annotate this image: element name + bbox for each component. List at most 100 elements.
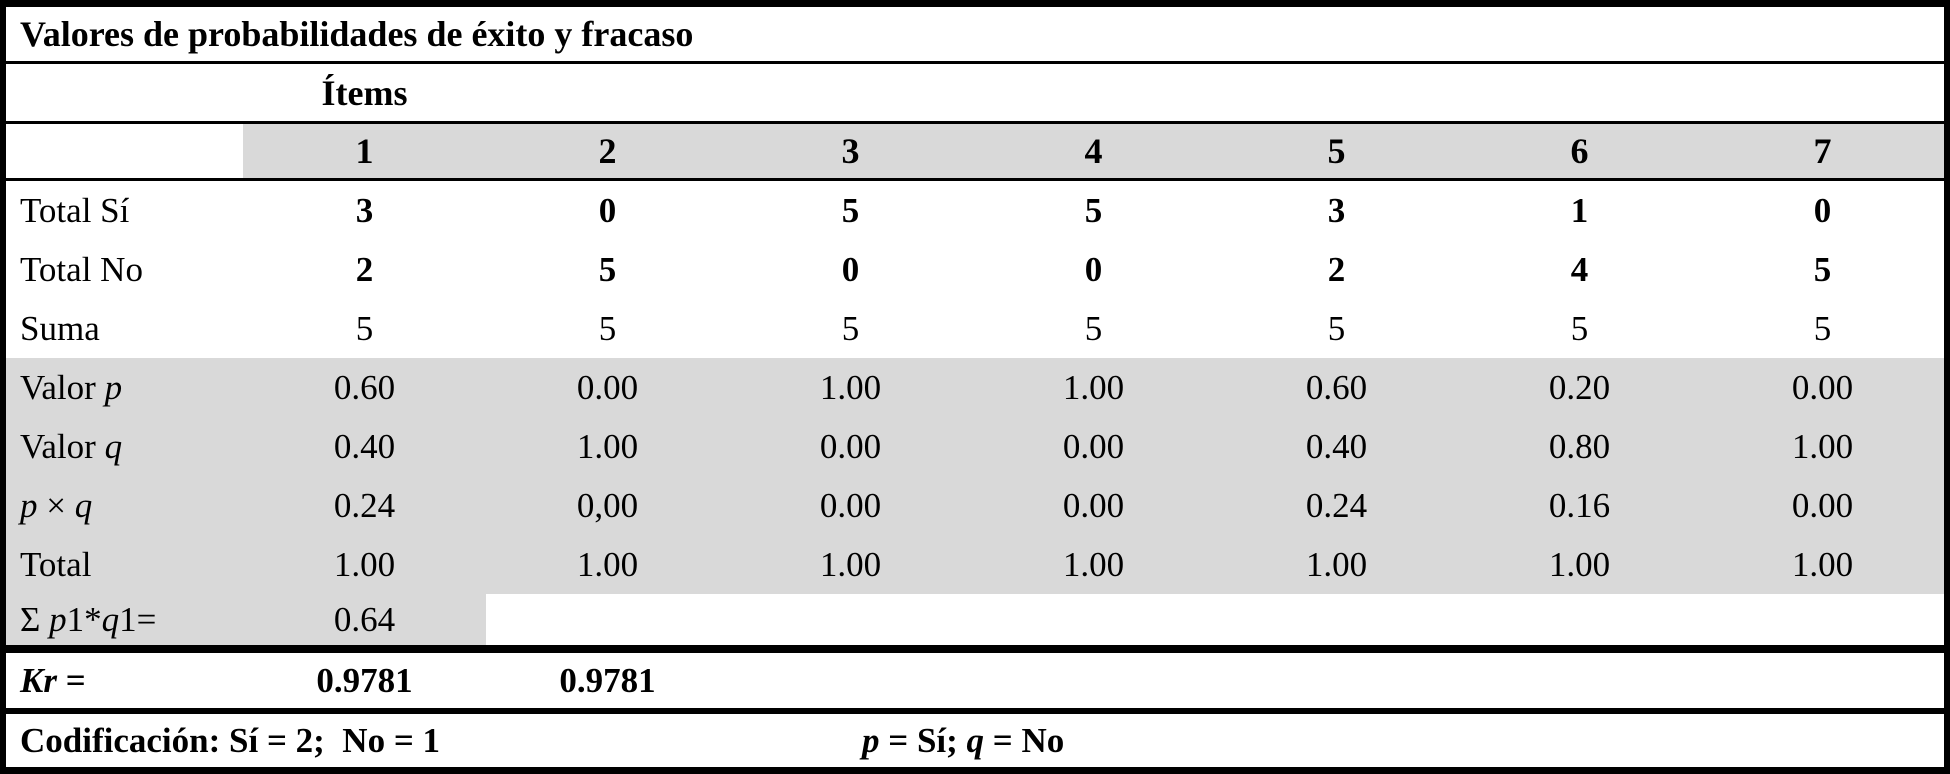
- text-segment: ×: [37, 486, 75, 525]
- text-segment: Total: [20, 545, 92, 584]
- value-cell-r5-c5: 0.40: [1215, 417, 1458, 476]
- column-header-7: 7: [1701, 124, 1944, 178]
- value-cell-r4-c5: 0.60: [1215, 358, 1458, 417]
- text-segment: Suma: [20, 309, 100, 348]
- column-header-5: 5: [1215, 124, 1458, 178]
- horizontal-rule-below-kr: [6, 708, 1944, 714]
- value-cell-r5-c7: 1.00: [1701, 417, 1944, 476]
- value-cell-r2-c6: 4: [1570, 250, 1589, 289]
- value-cell-r3-c6: 5: [1570, 309, 1589, 348]
- value-cell-r3-c1: 5: [355, 309, 374, 348]
- value-cell-r6-c4: 0.00: [972, 476, 1215, 535]
- value-cell-r2-c7: 5: [1813, 250, 1832, 289]
- value-cell-r2-c2: 5: [598, 250, 617, 289]
- kr-label: Kr =: [6, 653, 243, 708]
- value-cell-r7-c2: 1.00: [486, 535, 729, 594]
- value-cell-r5-c2: 1.00: [486, 417, 729, 476]
- text-segment: p: [49, 600, 67, 639]
- text-segment: Valor: [20, 427, 105, 466]
- text-segment: q: [101, 600, 120, 639]
- value-cell-r2-c1: 2: [355, 250, 374, 289]
- value-cell-r2-c4: 0: [1084, 250, 1103, 289]
- value-cell-r4-c6: 0.20: [1458, 358, 1701, 417]
- text-segment: q: [74, 486, 93, 525]
- value-cell-r3-c2: 5: [598, 309, 617, 348]
- row-label-5: Valor q: [6, 417, 243, 476]
- value-cell-r7-c6: 1.00: [1458, 535, 1701, 594]
- value-cell-r6-c7: 0.00: [1701, 476, 1944, 535]
- items-header: Ítems: [321, 72, 408, 113]
- horizontal-rule-below-title: [6, 61, 1944, 64]
- value-cell-r8-c6: [1458, 594, 1701, 645]
- value-cell-r8-c5: [1215, 594, 1458, 645]
- row-label-1: Total Sí: [6, 181, 243, 240]
- horizontal-rule-below-column-headers: [6, 178, 1944, 181]
- value-cell-r1-c7: 0: [1813, 191, 1832, 230]
- value-cell-r6-c6: 0.16: [1458, 476, 1701, 535]
- value-cell-r2-c5: 2: [1327, 250, 1346, 289]
- value-cell-r1-c5: 3: [1327, 191, 1346, 230]
- value-cell-r5-c6: 0.80: [1458, 417, 1701, 476]
- text-segment: = No: [984, 720, 1065, 760]
- row-label-2: Total No: [6, 240, 243, 299]
- value-cell-r2-c3: 0: [841, 250, 860, 289]
- value-cell-r8-c2: [486, 594, 729, 645]
- table-title: Valores de probabilidades de éxito y fra…: [20, 14, 694, 54]
- value-cell-r1-c2: 0: [598, 191, 617, 230]
- text-segment: q: [104, 427, 123, 466]
- text-segment: =: [56, 661, 86, 700]
- column-header-4: 4: [972, 124, 1215, 178]
- text-segment: q: [966, 720, 985, 760]
- column-header-1: 1: [243, 124, 486, 178]
- value-cell-r7-c7: 1.00: [1701, 535, 1944, 594]
- text-segment: 1=: [119, 600, 157, 639]
- value-cell-r5-c4: 0.00: [972, 417, 1215, 476]
- value-cell-r1-c1: 3: [355, 191, 374, 230]
- value-cell-r4-c1: 0.60: [243, 358, 486, 417]
- text-segment: Total No: [20, 250, 143, 289]
- value-cell-r7-c4: 1.00: [972, 535, 1215, 594]
- text-segment: 1*: [66, 600, 102, 639]
- value-cell-r1-c6: 1: [1570, 191, 1589, 230]
- row-label-7: Total: [6, 535, 243, 594]
- text-segment: Valor: [20, 368, 105, 407]
- horizontal-rule-below-items: [6, 121, 1944, 124]
- value-cell-r3-c7: 5: [1813, 309, 1832, 348]
- value-cell-r3-c3: 5: [841, 309, 860, 348]
- kr-value-2: 0.9781: [559, 661, 656, 700]
- text-segment: Total Sí: [20, 191, 130, 230]
- column-header-2: 2: [486, 124, 729, 178]
- value-cell-r6-c5: 0.24: [1215, 476, 1458, 535]
- kr-value-1: 0.9781: [316, 661, 413, 700]
- value-cell-r6-c1: 0.24: [243, 476, 486, 535]
- items-row-empty-label: [6, 64, 243, 121]
- kr-empty-cell: [729, 653, 972, 708]
- row-label-8: Σ p 1* q 1=: [6, 594, 243, 645]
- value-cell-r8-c3: [729, 594, 972, 645]
- value-cell-r3-c5: 5: [1327, 309, 1346, 348]
- value-cell-r7-c5: 1.00: [1215, 535, 1458, 594]
- footer-legend: p = Sí; q = No: [862, 714, 1064, 767]
- value-cell-r3-c4: 5: [1084, 309, 1103, 348]
- column-header-empty-label: [6, 124, 243, 178]
- text-segment: Σ: [20, 600, 50, 639]
- column-header-6: 6: [1458, 124, 1701, 178]
- value-cell-r7-c3: 1.00: [729, 535, 972, 594]
- value-cell-r5-c3: 0.00: [729, 417, 972, 476]
- footer-codification: Codificación: Sí = 2; No = 1: [20, 720, 441, 760]
- value-cell-r8-c4: [972, 594, 1215, 645]
- value-cell-r8-c1: 0.64: [243, 594, 486, 645]
- kr-empty-cell: [1458, 653, 1701, 708]
- value-cell-r6-c2: 0,00: [486, 476, 729, 535]
- footer-row: Codificación: Sí = 2; No = 1 p = Sí; q =…: [6, 714, 1944, 767]
- row-label-3: Suma: [6, 299, 243, 358]
- kr-empty-cell: [972, 653, 1215, 708]
- text-segment: Kr: [20, 661, 57, 700]
- value-cell-r1-c3: 5: [841, 191, 860, 230]
- horizontal-rule-above-kr: [6, 645, 1944, 653]
- items-row-filler: [486, 64, 1944, 121]
- value-cell-r4-c7: 0.00: [1701, 358, 1944, 417]
- row-label-6: p × q: [6, 476, 243, 535]
